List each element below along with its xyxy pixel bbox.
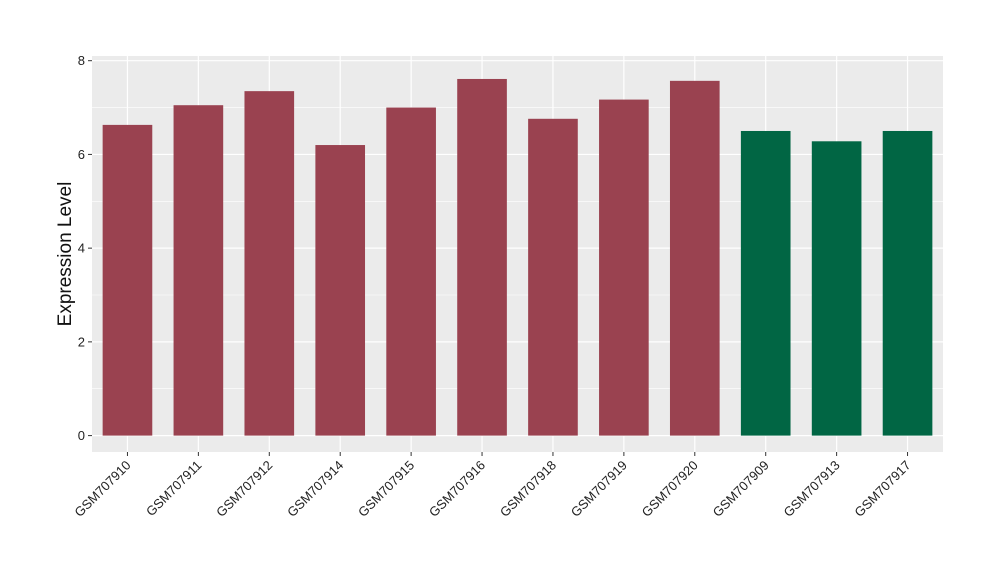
x-tick-label: GSM707916 [426, 458, 488, 520]
bar-GSM707919 [599, 99, 649, 436]
x-axis: GSM707910 GSM707911 GSM707912 GSM707914 GSM7… [71, 452, 914, 520]
y-tick-label: 0 [78, 428, 85, 443]
y-tick-label: 8 [78, 53, 85, 68]
x-tick-label: GSM707909 [710, 458, 772, 520]
bar-GSM707911 [173, 105, 224, 436]
x-tick-label: GSM707918 [497, 458, 559, 520]
x-tick-label: GSM707917 [851, 458, 913, 520]
x-tick-label: GSM707920 [639, 458, 701, 520]
y-tick-label: 2 [78, 334, 85, 349]
y-axis: 0 2 4 6 8 [78, 53, 92, 443]
bar-GSM707917 [882, 130, 933, 436]
bars [102, 78, 933, 436]
bar-GSM707913 [811, 141, 862, 436]
y-tick-label: 4 [78, 241, 85, 256]
x-tick-label: GSM707915 [355, 458, 417, 520]
x-tick-label: GSM707910 [71, 458, 133, 520]
x-tick-label: GSM707911 [143, 458, 205, 520]
x-tick-label: GSM707912 [213, 458, 275, 520]
bar-GSM707916 [457, 78, 507, 436]
x-tick-label: GSM707914 [284, 458, 346, 520]
x-tick-label: GSM707919 [568, 458, 630, 520]
bar-GSM707909 [740, 130, 791, 436]
bar-GSM707920 [669, 80, 720, 436]
bar-GSM707918 [528, 118, 578, 436]
y-tick-label: 6 [78, 147, 85, 162]
plot-panel [92, 56, 943, 452]
bar-GSM707912 [244, 91, 295, 436]
y-axis-title: Expression Level [55, 182, 76, 327]
x-tick-label: GSM707913 [781, 458, 843, 520]
bar-GSM707914 [315, 145, 366, 436]
bar-GSM707910 [102, 124, 153, 436]
bar-GSM707915 [386, 107, 436, 436]
